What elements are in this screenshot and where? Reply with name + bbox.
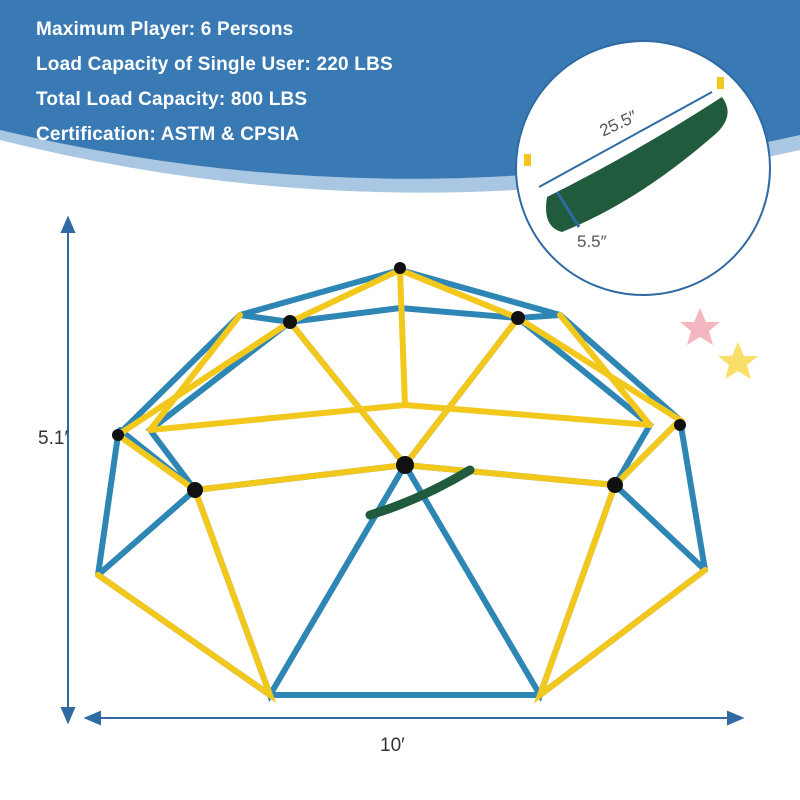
- spec-total-load: Total Load Capacity: 800 LBS: [36, 89, 308, 110]
- width-arrow: [83, 710, 745, 726]
- spec-single-load: Load Capacity of Single User: 220 LBS: [36, 54, 393, 75]
- swing-seat-inset: 25.5″ 5.5″: [515, 40, 771, 296]
- swing-seat-graphic: [524, 77, 728, 232]
- width-label: 10′: [380, 735, 405, 756]
- spec-max-player: Maximum Player: 6 Persons: [36, 19, 294, 40]
- dome-climber: [95, 262, 709, 704]
- stars-decoration: [680, 308, 758, 379]
- height-label: 5.1′: [38, 428, 68, 449]
- height-arrow: [60, 215, 76, 725]
- swing-width-label: 5.5″: [577, 232, 607, 251]
- spec-certification: Certification: ASTM & CPSIA: [36, 124, 300, 145]
